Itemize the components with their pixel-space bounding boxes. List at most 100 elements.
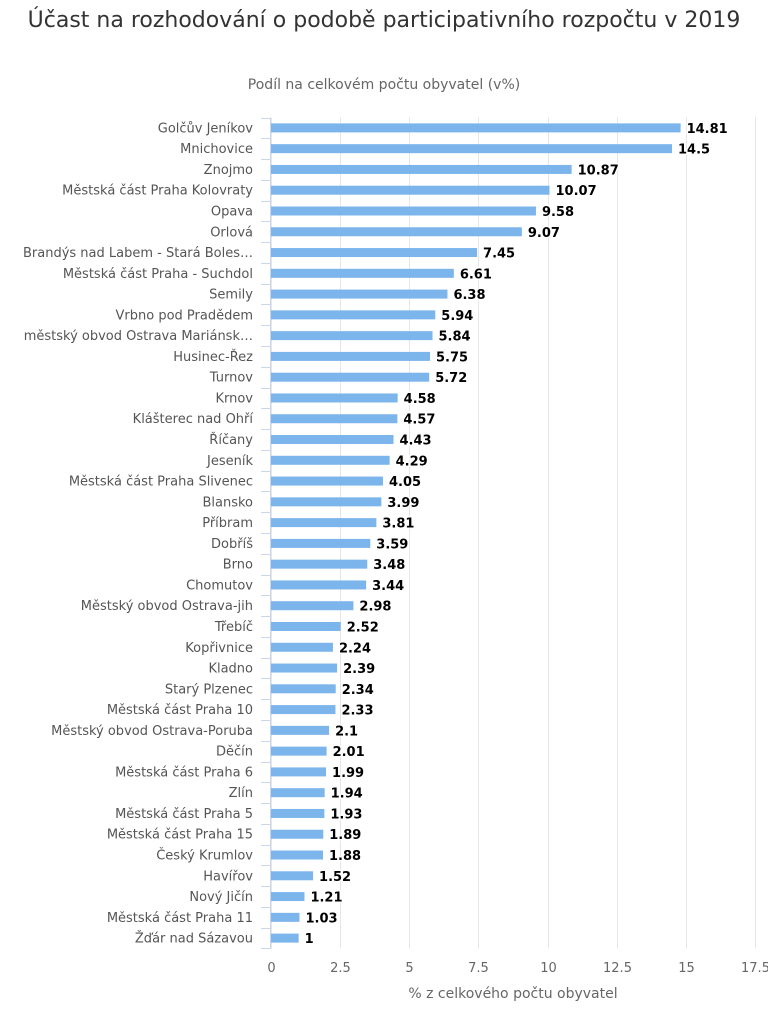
category-label: Městský obvod Ostrava-jih	[81, 599, 253, 614]
data-label: 1.52	[319, 870, 351, 885]
data-label: 1	[305, 932, 314, 947]
bar[interactable]	[271, 351, 431, 361]
data-label: 2.39	[343, 662, 375, 677]
bar[interactable]	[271, 497, 382, 507]
bars	[271, 123, 681, 943]
category-label: Starý Plzenec	[165, 682, 253, 697]
category-label: Orlová	[210, 225, 253, 240]
bar[interactable]	[271, 850, 323, 860]
category-label: Brno	[223, 558, 253, 573]
category-label: Husinec-Řez	[173, 349, 253, 365]
data-label: 1.21	[310, 891, 342, 906]
bar[interactable]	[271, 476, 384, 486]
data-label: 3.59	[376, 537, 408, 552]
bar[interactable]	[271, 538, 371, 548]
bar[interactable]	[271, 912, 300, 922]
bar[interactable]	[271, 393, 398, 403]
bar[interactable]	[271, 892, 305, 902]
x-tick-label: 0	[267, 961, 275, 976]
bar[interactable]	[271, 663, 338, 673]
data-label: 6.38	[453, 288, 485, 303]
data-labels: 14.81 14.5 10.87 10.07 9.58 9.07 7.45 6.61 6.38 5…	[303, 120, 729, 948]
bar[interactable]	[271, 206, 536, 216]
bar[interactable]	[271, 372, 430, 382]
bar[interactable]	[271, 518, 377, 528]
category-label: Mnichovice	[180, 142, 253, 157]
bar[interactable]	[271, 725, 330, 735]
data-label: 4.29	[396, 454, 428, 469]
data-label: 4.43	[400, 434, 432, 449]
bar[interactable]	[271, 248, 478, 258]
bar[interactable]	[271, 331, 433, 341]
bar[interactable]	[271, 435, 394, 445]
x-tick-label: 10	[540, 961, 557, 976]
bar[interactable]	[271, 455, 390, 465]
bar[interactable]	[271, 871, 314, 881]
bar[interactable]	[271, 414, 398, 424]
category-label: Městská část Praha 5	[115, 807, 253, 822]
x-tick-label: 12.5	[603, 961, 632, 976]
x-axis-ticks: 0 2.5 5 7.5 10 12.5 15 17.5	[267, 961, 768, 976]
data-label: 10.07	[556, 184, 597, 199]
data-label: 5.94	[441, 309, 473, 324]
category-label: Děčín	[216, 745, 253, 760]
data-label: 4.05	[389, 475, 421, 490]
data-label: 3.48	[373, 558, 405, 573]
bar[interactable]	[271, 808, 325, 818]
data-label: 2.1	[335, 724, 358, 739]
bar[interactable]	[271, 164, 572, 174]
category-label: Blansko	[202, 495, 253, 510]
data-label: 5.72	[435, 371, 467, 386]
category-label: Říčany	[209, 432, 253, 448]
data-label: 2.01	[333, 745, 365, 760]
grid-lines	[261, 117, 756, 949]
bar[interactable]	[271, 642, 333, 652]
x-tick-label: 15	[678, 961, 695, 976]
category-label: Havířov	[203, 869, 253, 884]
data-label: 1.89	[329, 828, 361, 843]
data-label: 6.61	[460, 267, 492, 282]
category-label: Zlín	[229, 786, 253, 801]
category-label: Městská část Praha - Suchdol	[63, 267, 253, 282]
data-label: 2.34	[342, 683, 374, 698]
bar[interactable]	[271, 788, 325, 798]
bar[interactable]	[271, 684, 336, 694]
bar[interactable]	[271, 767, 327, 777]
category-label: Kladno	[208, 662, 253, 677]
bar[interactable]	[271, 144, 673, 154]
x-tick-label: 5	[405, 961, 413, 976]
data-label: 5.75	[436, 350, 468, 365]
bar[interactable]	[271, 621, 341, 631]
data-label: 2.98	[359, 600, 391, 615]
category-label: Nový Jičín	[189, 890, 253, 905]
chart-title: Účast na rozhodování o podobě participat…	[27, 8, 741, 33]
bar[interactable]	[271, 559, 368, 569]
data-label: 3.44	[372, 579, 404, 594]
data-label: 3.99	[387, 496, 419, 511]
bar[interactable]	[271, 310, 436, 320]
category-label: Žďár nad Sázavou	[135, 931, 253, 947]
data-label: 10.87	[578, 163, 619, 178]
category-label: Dobříš	[211, 537, 253, 552]
bar[interactable]	[271, 289, 448, 299]
category-label: Městská část Praha Kolovraty	[62, 184, 253, 199]
bar[interactable]	[271, 185, 550, 195]
bar[interactable]	[271, 580, 367, 590]
bar[interactable]	[271, 933, 299, 943]
bar[interactable]	[271, 705, 336, 715]
bar[interactable]	[271, 829, 324, 839]
bar[interactable]	[271, 227, 522, 237]
data-label: 14.5	[678, 143, 710, 158]
bar[interactable]	[271, 268, 454, 278]
bar[interactable]	[271, 746, 327, 756]
bar[interactable]	[271, 601, 354, 611]
data-label: 9.07	[528, 226, 560, 241]
data-label: 9.58	[542, 205, 574, 220]
bar[interactable]	[271, 123, 681, 133]
data-label: 1.94	[331, 787, 363, 802]
data-label: 5.84	[439, 330, 471, 345]
category-label: Jeseník	[206, 454, 253, 469]
category-label: Vrbno pod Pradědem	[116, 308, 254, 323]
